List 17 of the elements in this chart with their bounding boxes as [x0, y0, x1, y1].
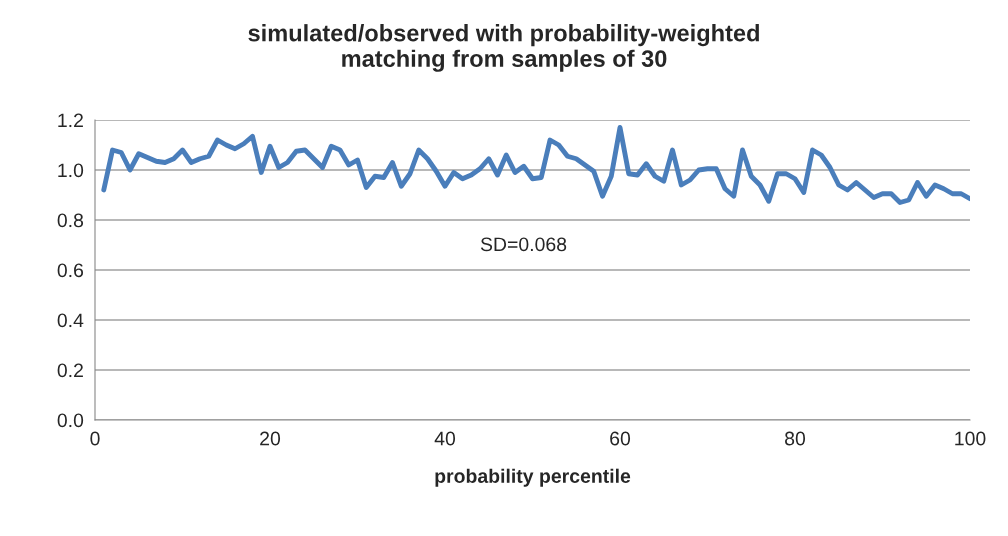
- y-tick-label: 1.2: [58, 113, 83, 128]
- y-tick-label: 0.4: [57, 313, 84, 328]
- x-tick-label: 20: [260, 431, 281, 446]
- chart-title: simulated/observed with probability-weighted matching from samples of 30: [248, 24, 759, 72]
- y-tick-label: 0.8: [57, 213, 84, 228]
- annotation: SD=0.068: [480, 237, 567, 252]
- y-tick-label: 0.6: [57, 263, 84, 278]
- x-tick-label: 0: [90, 431, 100, 446]
- y-tick-label: 0.2: [57, 363, 83, 378]
- line-series: [101, 125, 970, 205]
- x-tick-label: 40: [434, 431, 456, 446]
- x-axis-title: probability percentile: [435, 468, 631, 487]
- x-tick-label: 100: [955, 431, 986, 446]
- x-tick-label: 80: [785, 431, 806, 446]
- y-tick-label: 1.0: [58, 163, 84, 178]
- x-tick-label: 60: [610, 431, 631, 446]
- y-tick-label: 0.0: [57, 413, 84, 428]
